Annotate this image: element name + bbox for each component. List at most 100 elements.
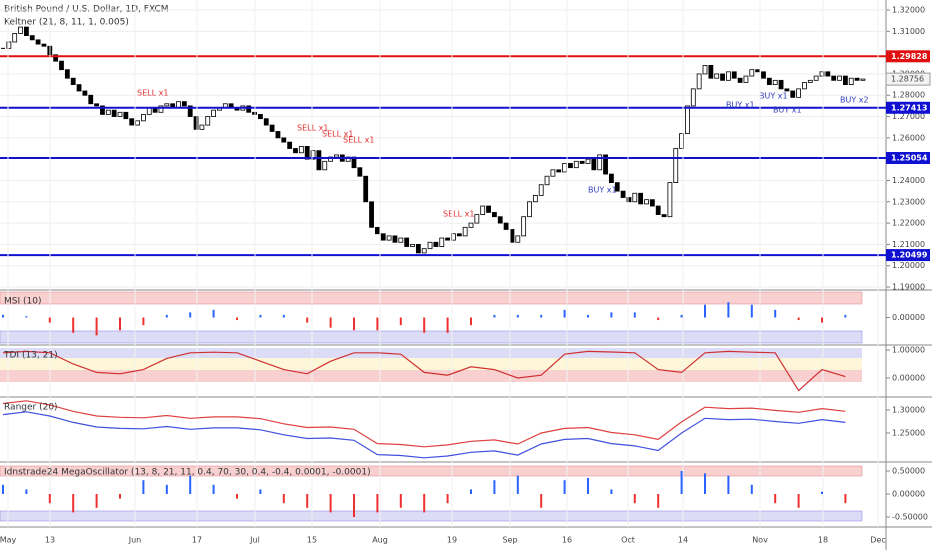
candle: [59, 60, 64, 71]
candle: [82, 90, 88, 96]
histogram-bar: [95, 494, 98, 508]
histogram-bar: [844, 494, 847, 504]
histogram-bar: [821, 317, 823, 323]
candle: [386, 235, 392, 241]
histogram-bar: [774, 494, 777, 504]
candle: [135, 120, 140, 126]
signal-label: SELL x1: [137, 89, 168, 98]
histogram-bar: [680, 314, 683, 318]
candle: [322, 160, 328, 171]
candle: [562, 163, 567, 173]
candle: [445, 237, 451, 241]
candle: [837, 75, 842, 81]
histogram-bar: [353, 317, 355, 331]
candle: [357, 167, 363, 177]
candle: [632, 192, 638, 203]
histogram-bar: [446, 317, 449, 333]
chart-title: British Pound / U.S. Dollar, 1D, FXCM: [4, 5, 169, 15]
signal-label: SELL x1: [443, 210, 474, 219]
candle: [720, 73, 725, 81]
candle: [474, 214, 480, 224]
candle: [199, 124, 205, 130]
histogram-bar: [563, 480, 566, 494]
candle: [609, 173, 614, 184]
candle: [398, 237, 404, 243]
candle: [70, 77, 76, 85]
histogram-bar: [142, 317, 145, 326]
histogram-bar: [72, 317, 75, 333]
histogram-bar: [446, 494, 449, 504]
x-tick-label: Jul: [249, 536, 260, 545]
histogram-bar: [680, 471, 683, 494]
candle: [521, 216, 527, 237]
histogram-bar: [72, 494, 75, 513]
candle: [29, 35, 35, 41]
candle: [626, 197, 632, 203]
histogram-bar: [282, 314, 285, 318]
candle: [462, 226, 468, 237]
histogram-bar: [165, 314, 168, 318]
candle: [146, 107, 152, 115]
candle: [281, 137, 287, 143]
x-tick-label: Dec: [870, 536, 885, 545]
candle: [205, 116, 211, 126]
indicator-line: [2, 350, 846, 392]
zone: [0, 510, 863, 522]
candle: [661, 214, 667, 218]
histogram-bar: [540, 494, 543, 508]
histogram-bar: [259, 489, 262, 494]
candle: [556, 169, 562, 173]
candle: [439, 237, 445, 247]
histogram-bar: [353, 494, 355, 517]
candle: [848, 77, 854, 85]
candle: [187, 105, 193, 117]
candle: [491, 212, 497, 218]
candle: [644, 199, 649, 205]
candle: [310, 150, 316, 160]
histogram-bar: [282, 494, 285, 504]
candle: [568, 163, 573, 169]
candle: [714, 73, 720, 79]
candle: [363, 175, 369, 203]
signal-label: SELL x1: [343, 136, 374, 145]
signal-label: BUY x1: [588, 186, 617, 195]
candle: [410, 244, 415, 247]
candle: [667, 182, 673, 218]
candle: [451, 233, 456, 241]
candle: [538, 184, 544, 196]
candle: [655, 205, 661, 215]
y-tick-label: 0.50000: [892, 467, 925, 476]
candle: [269, 124, 275, 132]
candle: [380, 233, 386, 241]
candle: [731, 71, 737, 79]
candle: [755, 69, 761, 73]
x-tick-label: Oct: [621, 536, 635, 545]
candle: [603, 154, 608, 175]
x-tick-label: Jun: [128, 536, 142, 545]
candle: [6, 41, 12, 49]
x-tick-label: May: [0, 536, 17, 545]
y-tick-label: 1.28000: [892, 91, 925, 100]
candle: [111, 109, 117, 117]
candle: [64, 69, 70, 79]
histogram-bar: [844, 314, 847, 318]
histogram-bar: [212, 484, 215, 494]
y-tick-label: 1.26000: [892, 133, 925, 142]
candle: [35, 39, 41, 45]
histogram-bar: [797, 317, 800, 321]
candle: [802, 82, 807, 90]
candle: [638, 192, 644, 205]
x-tick-label: 19: [447, 536, 457, 545]
zone: [0, 330, 863, 344]
x-tick-label: 16: [562, 536, 572, 545]
candle: [673, 148, 679, 184]
histogram-bar: [48, 317, 51, 323]
histogram-bar: [306, 494, 309, 508]
candle: [12, 33, 18, 43]
signal-label: SELL x1: [322, 130, 353, 139]
histogram-bar: [306, 317, 309, 323]
candle: [275, 131, 281, 139]
histogram-bar: [633, 494, 636, 504]
histogram-bar: [119, 317, 121, 331]
